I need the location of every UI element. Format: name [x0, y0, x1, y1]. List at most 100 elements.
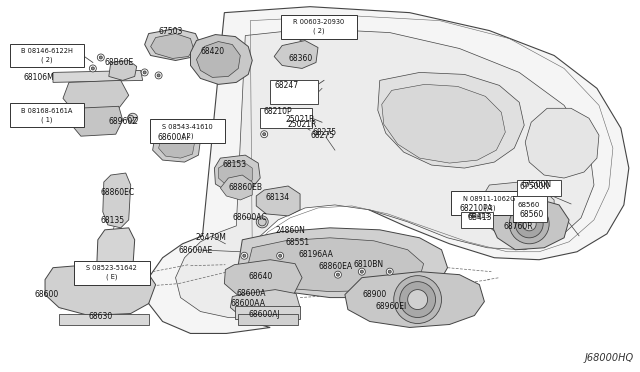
Text: 68B60E: 68B60E — [105, 58, 134, 67]
Text: 68900: 68900 — [363, 290, 387, 299]
Bar — [59, 314, 148, 326]
Polygon shape — [345, 272, 484, 327]
Text: N 08911-1062G: N 08911-1062G — [463, 196, 515, 202]
Text: ( 2): ( 2) — [484, 204, 495, 211]
Bar — [461, 212, 493, 228]
Polygon shape — [97, 228, 134, 278]
Polygon shape — [477, 182, 554, 236]
Polygon shape — [220, 175, 252, 200]
Circle shape — [99, 56, 102, 59]
Text: 67503: 67503 — [159, 26, 183, 36]
Bar — [238, 314, 298, 326]
Text: 68210P: 68210P — [263, 107, 292, 116]
Circle shape — [203, 127, 206, 130]
Text: ( E): ( E) — [106, 274, 118, 280]
Text: 68360: 68360 — [288, 54, 312, 64]
Polygon shape — [378, 73, 524, 168]
Text: 68551: 68551 — [285, 238, 309, 247]
Circle shape — [387, 268, 393, 275]
Circle shape — [79, 56, 83, 59]
Circle shape — [262, 133, 266, 136]
Circle shape — [92, 67, 94, 70]
Circle shape — [243, 254, 246, 257]
Polygon shape — [274, 41, 318, 68]
Text: 68196AA: 68196AA — [298, 250, 333, 259]
Circle shape — [241, 252, 248, 259]
Text: 6B413: 6B413 — [467, 213, 492, 222]
Text: ( 1): ( 1) — [41, 116, 52, 123]
Text: 6B413: 6B413 — [467, 213, 490, 219]
Bar — [517, 180, 561, 196]
Text: 24860N: 24860N — [275, 226, 305, 235]
Text: 68860EC: 68860EC — [101, 188, 135, 197]
Circle shape — [157, 74, 160, 77]
Text: 68134: 68134 — [265, 193, 289, 202]
Polygon shape — [175, 29, 594, 318]
Text: 68960EI: 68960EI — [376, 302, 407, 311]
Text: 68960Z: 68960Z — [109, 117, 138, 126]
Text: S 08543-41610: S 08543-41610 — [162, 124, 213, 130]
Circle shape — [128, 113, 138, 123]
Text: 68247: 68247 — [274, 81, 298, 90]
Text: 68600AI: 68600AI — [157, 133, 189, 142]
Polygon shape — [225, 260, 302, 299]
Circle shape — [143, 71, 146, 74]
Circle shape — [155, 72, 162, 79]
Text: 68640: 68640 — [248, 272, 273, 281]
Text: 68210PA: 68210PA — [460, 204, 493, 213]
Circle shape — [335, 271, 341, 278]
Polygon shape — [238, 228, 447, 298]
FancyBboxPatch shape — [451, 191, 528, 215]
Circle shape — [276, 252, 284, 259]
Text: 68275: 68275 — [312, 128, 336, 137]
Polygon shape — [159, 136, 195, 158]
Text: 68760R: 68760R — [503, 222, 533, 231]
Circle shape — [97, 54, 104, 61]
Polygon shape — [248, 238, 424, 292]
Text: 67500N: 67500N — [521, 180, 552, 189]
Polygon shape — [71, 106, 123, 136]
Polygon shape — [45, 262, 156, 315]
Text: 26479M: 26479M — [195, 233, 227, 242]
Text: R 00603-20930: R 00603-20930 — [293, 19, 344, 25]
Text: 68600A: 68600A — [236, 289, 266, 298]
Polygon shape — [148, 7, 629, 333]
Text: 68275: 68275 — [310, 131, 334, 140]
Polygon shape — [103, 173, 131, 228]
Text: B 08168-6161A: B 08168-6161A — [21, 108, 73, 114]
Circle shape — [388, 270, 391, 273]
FancyBboxPatch shape — [10, 44, 84, 67]
Circle shape — [77, 54, 84, 61]
Polygon shape — [256, 186, 300, 216]
Text: 68600AA: 68600AA — [230, 299, 266, 308]
Polygon shape — [152, 130, 200, 162]
Text: 68860EB: 68860EB — [228, 183, 262, 192]
Text: 68600: 68600 — [34, 290, 58, 299]
Polygon shape — [150, 33, 193, 58]
Polygon shape — [214, 155, 260, 192]
Polygon shape — [145, 29, 200, 61]
Text: J68000HQ: J68000HQ — [585, 353, 634, 363]
FancyBboxPatch shape — [150, 119, 225, 143]
Polygon shape — [525, 108, 599, 178]
Circle shape — [260, 131, 268, 138]
Circle shape — [509, 204, 549, 244]
Bar — [236, 305, 300, 320]
FancyBboxPatch shape — [281, 15, 357, 39]
Text: 68600AE: 68600AE — [179, 246, 212, 255]
Text: 68560: 68560 — [517, 202, 540, 208]
Text: 68106M: 68106M — [23, 73, 54, 83]
Polygon shape — [382, 84, 506, 163]
Circle shape — [128, 115, 134, 121]
Circle shape — [172, 124, 179, 131]
Circle shape — [360, 270, 364, 273]
Polygon shape — [191, 35, 252, 84]
Polygon shape — [196, 42, 240, 77]
Circle shape — [522, 217, 536, 231]
Bar — [513, 196, 547, 222]
Text: S 08523-51642: S 08523-51642 — [86, 265, 137, 271]
Text: 68600AJ: 68600AJ — [248, 310, 280, 318]
Polygon shape — [490, 198, 569, 250]
Text: B 08146-6122H: B 08146-6122H — [21, 48, 73, 54]
Circle shape — [358, 268, 365, 275]
